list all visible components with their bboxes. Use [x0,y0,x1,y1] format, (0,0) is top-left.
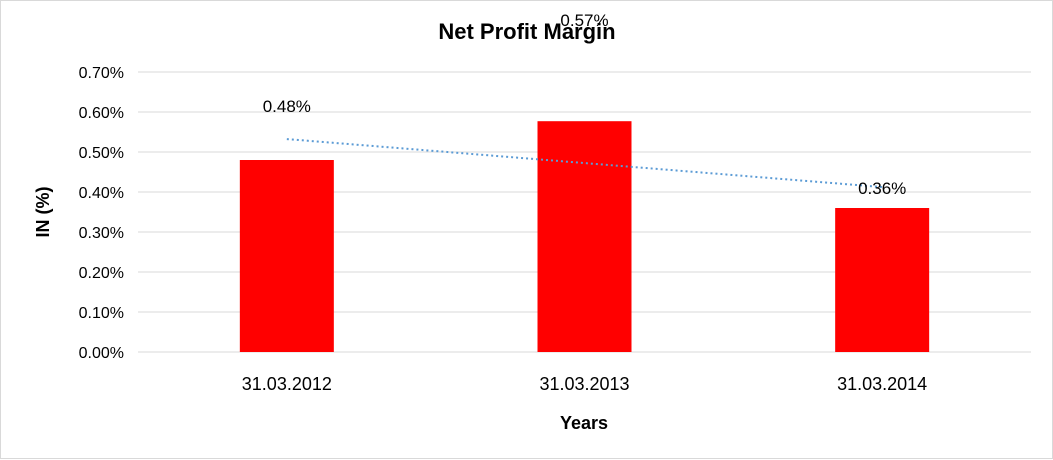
y-tick-label: 0.10% [79,305,124,322]
bar [537,121,632,352]
data-labels: 0.48% 0.57% 0.36% [263,11,907,198]
y-tick-label: 0.30% [79,225,124,242]
y-tick-label: 0.60% [79,105,124,122]
bar [239,160,334,352]
x-tick-label: 31.03.2014 [837,374,927,394]
data-label: 0.57% [560,11,608,30]
y-tick-label: 0.40% [79,185,124,202]
y-axis-title: IN (%) [33,187,53,238]
data-label: 0.36% [858,179,906,198]
y-tick-label: 0.20% [79,265,124,282]
y-tick-labels: 0.00% 0.10% 0.20% 0.30% 0.40% 0.50% 0.60% 0.70% [79,65,124,362]
x-tick-labels: 31.03.2012 31.03.2013 31.03.2014 [242,374,927,394]
x-tick-label: 31.03.2013 [539,374,629,394]
x-tick-label: 31.03.2012 [242,374,332,394]
y-tick-label: 0.70% [79,65,124,82]
y-tick-label: 0.50% [79,145,124,162]
chart-title: Net Profit Margin [438,19,615,44]
bars [239,121,930,352]
x-axis-title: Years [560,413,608,433]
y-tick-label: 0.00% [79,345,124,362]
data-label: 0.48% [263,97,311,116]
bar [835,208,930,352]
